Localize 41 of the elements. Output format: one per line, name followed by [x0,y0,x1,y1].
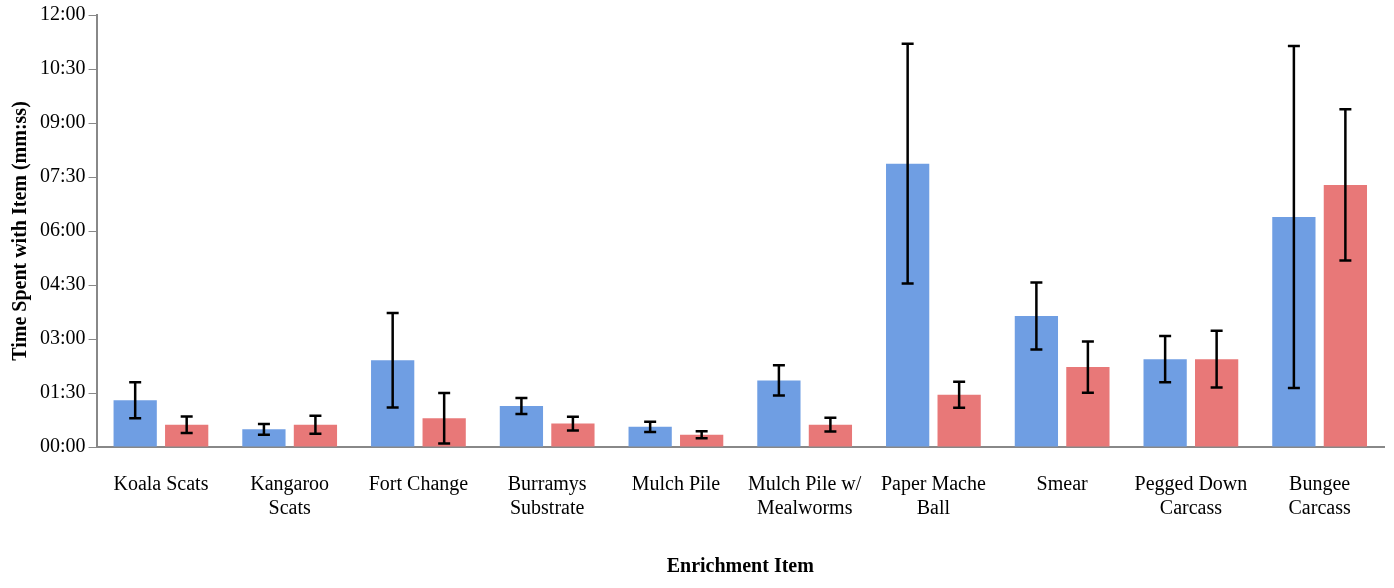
bar [1066,367,1110,447]
bar [1272,216,1316,447]
bar [1323,184,1368,447]
y-tick-label: 07:30 [39,164,86,187]
bar [293,424,338,447]
x-tick-label: Mulch Pile w/ Mealworms [747,472,862,519]
y-tick-label: 01:30 [39,380,86,403]
bar [1195,359,1239,447]
y-tick-label: 03:00 [39,326,86,349]
bar [242,429,286,447]
y-tick-label: 00:00 [39,434,86,457]
x-tick-label: Fort Change [368,472,469,496]
y-tick-label: 04:30 [39,272,86,295]
bar [937,394,981,447]
bar [808,424,853,447]
bar [680,434,724,447]
y-axis-title: Time Spent with Item (mm:ss) [8,101,32,361]
bar [1014,315,1059,447]
bar [371,360,415,447]
y-tick-label: 09:00 [39,110,86,133]
x-tick-label: Pegged Down Carcass [1134,472,1248,519]
x-tick-label: Koala Scats [113,472,209,495]
bar [886,163,930,447]
x-tick-label: Mulch Pile [631,472,721,495]
bar [628,426,672,447]
y-tick-label: 06:00 [39,218,86,241]
x-tick-label: Kangaroo Scats [250,472,330,519]
bar [165,424,209,447]
x-tick-label: Paper Mache Ball [880,472,986,519]
bar [1143,359,1187,447]
y-tick-label: 12:00 [39,2,86,25]
x-tick-label: Smear [1036,472,1089,495]
bar [757,380,801,447]
y-tick-label: 10:30 [39,56,86,79]
x-tick-label: Bungee Carcass [1288,472,1351,519]
bar [422,418,466,447]
x-tick-label: Burramys Substrate [507,472,587,519]
bar [113,400,157,447]
bar [551,423,595,447]
x-axis-title: Enrichment Item [666,554,815,577]
bar [499,405,544,447]
